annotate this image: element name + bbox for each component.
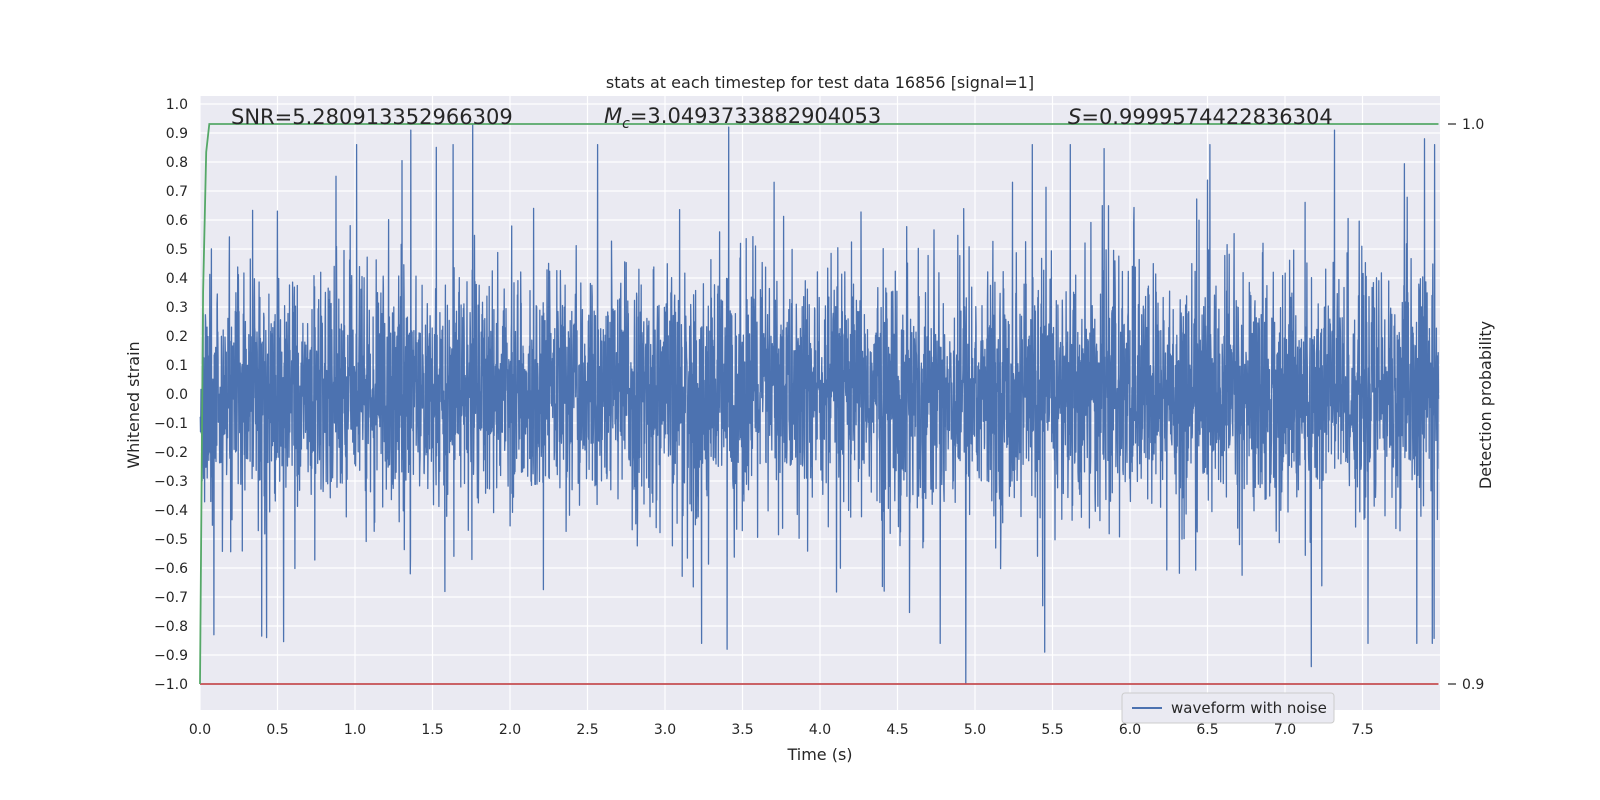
x-tick-label: 0.0 bbox=[189, 722, 211, 738]
y2-axis: 1.0 0.9 bbox=[1448, 117, 1484, 693]
x-tick-label: 0.5 bbox=[266, 722, 288, 738]
y-tick-label: −0.2 bbox=[154, 445, 188, 461]
y2-tick-label: 1.0 bbox=[1462, 117, 1484, 133]
probability-series bbox=[199, 123, 1439, 685]
y-tick-label: 0.4 bbox=[166, 271, 188, 287]
y-tick-label: 0.7 bbox=[166, 184, 188, 200]
y-tick-label: 0.0 bbox=[166, 387, 188, 403]
legend: waveform with noise bbox=[1121, 692, 1335, 724]
y-tick-label: −0.1 bbox=[154, 416, 188, 432]
waveform-series bbox=[199, 123, 1440, 685]
y-tick-label: 0.5 bbox=[166, 242, 188, 258]
x-tick-label: 4.5 bbox=[886, 722, 908, 738]
x-tick-label: 7.0 bbox=[1274, 722, 1296, 738]
statistic-annotation: S=0.9999574422836304 bbox=[1068, 105, 1333, 129]
y-axis-label: Whitened strain bbox=[124, 341, 143, 468]
y-tick-label: −0.4 bbox=[154, 503, 188, 519]
legend-box bbox=[1121, 692, 1335, 724]
y-tick-label: 0.6 bbox=[166, 213, 188, 229]
y-tick-label: −0.3 bbox=[154, 474, 188, 490]
x-tick-label: 3.0 bbox=[654, 722, 676, 738]
x-tick-label: 7.5 bbox=[1351, 722, 1373, 738]
y-tick-label: −0.7 bbox=[154, 590, 188, 606]
y-tick-label: −1.0 bbox=[154, 677, 188, 693]
y-tick-label: −0.9 bbox=[154, 648, 188, 664]
chart-title: stats at each timestep for test data 168… bbox=[606, 73, 1034, 92]
y-tick-label: 0.1 bbox=[166, 358, 188, 374]
x-tick-label: 5.5 bbox=[1041, 722, 1063, 738]
x-tick-label: 1.5 bbox=[421, 722, 443, 738]
snr-annotation: SNR=5.280913352966309 bbox=[231, 105, 513, 129]
probability-line bbox=[199, 123, 1439, 685]
x-tick-label: 2.0 bbox=[499, 722, 521, 738]
y2-tick-label: 0.9 bbox=[1462, 677, 1484, 693]
x-tick-label: 2.5 bbox=[576, 722, 598, 738]
y-tick-label: 1.0 bbox=[166, 97, 188, 113]
x-axis: 0.0 0.5 1.0 1.5 2.0 2.5 3.0 3.5 4.0 4.5 5.0 5.5 6.0 6… bbox=[189, 722, 1374, 738]
waveform-line bbox=[199, 123, 1440, 685]
y-axis: 1.0 0.9 0.8 0.7 0.6 0.5 0.4 0.3 0.2 0.1 0.0 −0.1 −0.… bbox=[154, 97, 188, 693]
legend-label: waveform with noise bbox=[1171, 699, 1327, 717]
x-tick-label: 1.0 bbox=[344, 722, 366, 738]
y-tick-label: 0.3 bbox=[166, 300, 188, 316]
x-tick-label: 6.5 bbox=[1196, 722, 1218, 738]
x-tick-label: 5.0 bbox=[964, 722, 986, 738]
chirp-mass-annotation: Mc=3.0493733882904053 bbox=[604, 104, 881, 132]
y-tick-label: −0.5 bbox=[154, 532, 188, 548]
y-tick-label: 0.2 bbox=[166, 329, 188, 345]
y-tick-label: 0.8 bbox=[166, 155, 188, 171]
x-tick-label: 4.0 bbox=[809, 722, 831, 738]
x-tick-label: 6.0 bbox=[1119, 722, 1141, 738]
y-tick-label: −0.8 bbox=[154, 619, 188, 635]
y2-axis-label: Detection probability bbox=[1476, 321, 1495, 489]
y-tick-label: 0.9 bbox=[166, 126, 188, 142]
y-tick-label: −0.6 bbox=[154, 561, 188, 577]
x-axis-label: Time (s) bbox=[786, 745, 852, 764]
x-tick-label: 3.5 bbox=[731, 722, 753, 738]
